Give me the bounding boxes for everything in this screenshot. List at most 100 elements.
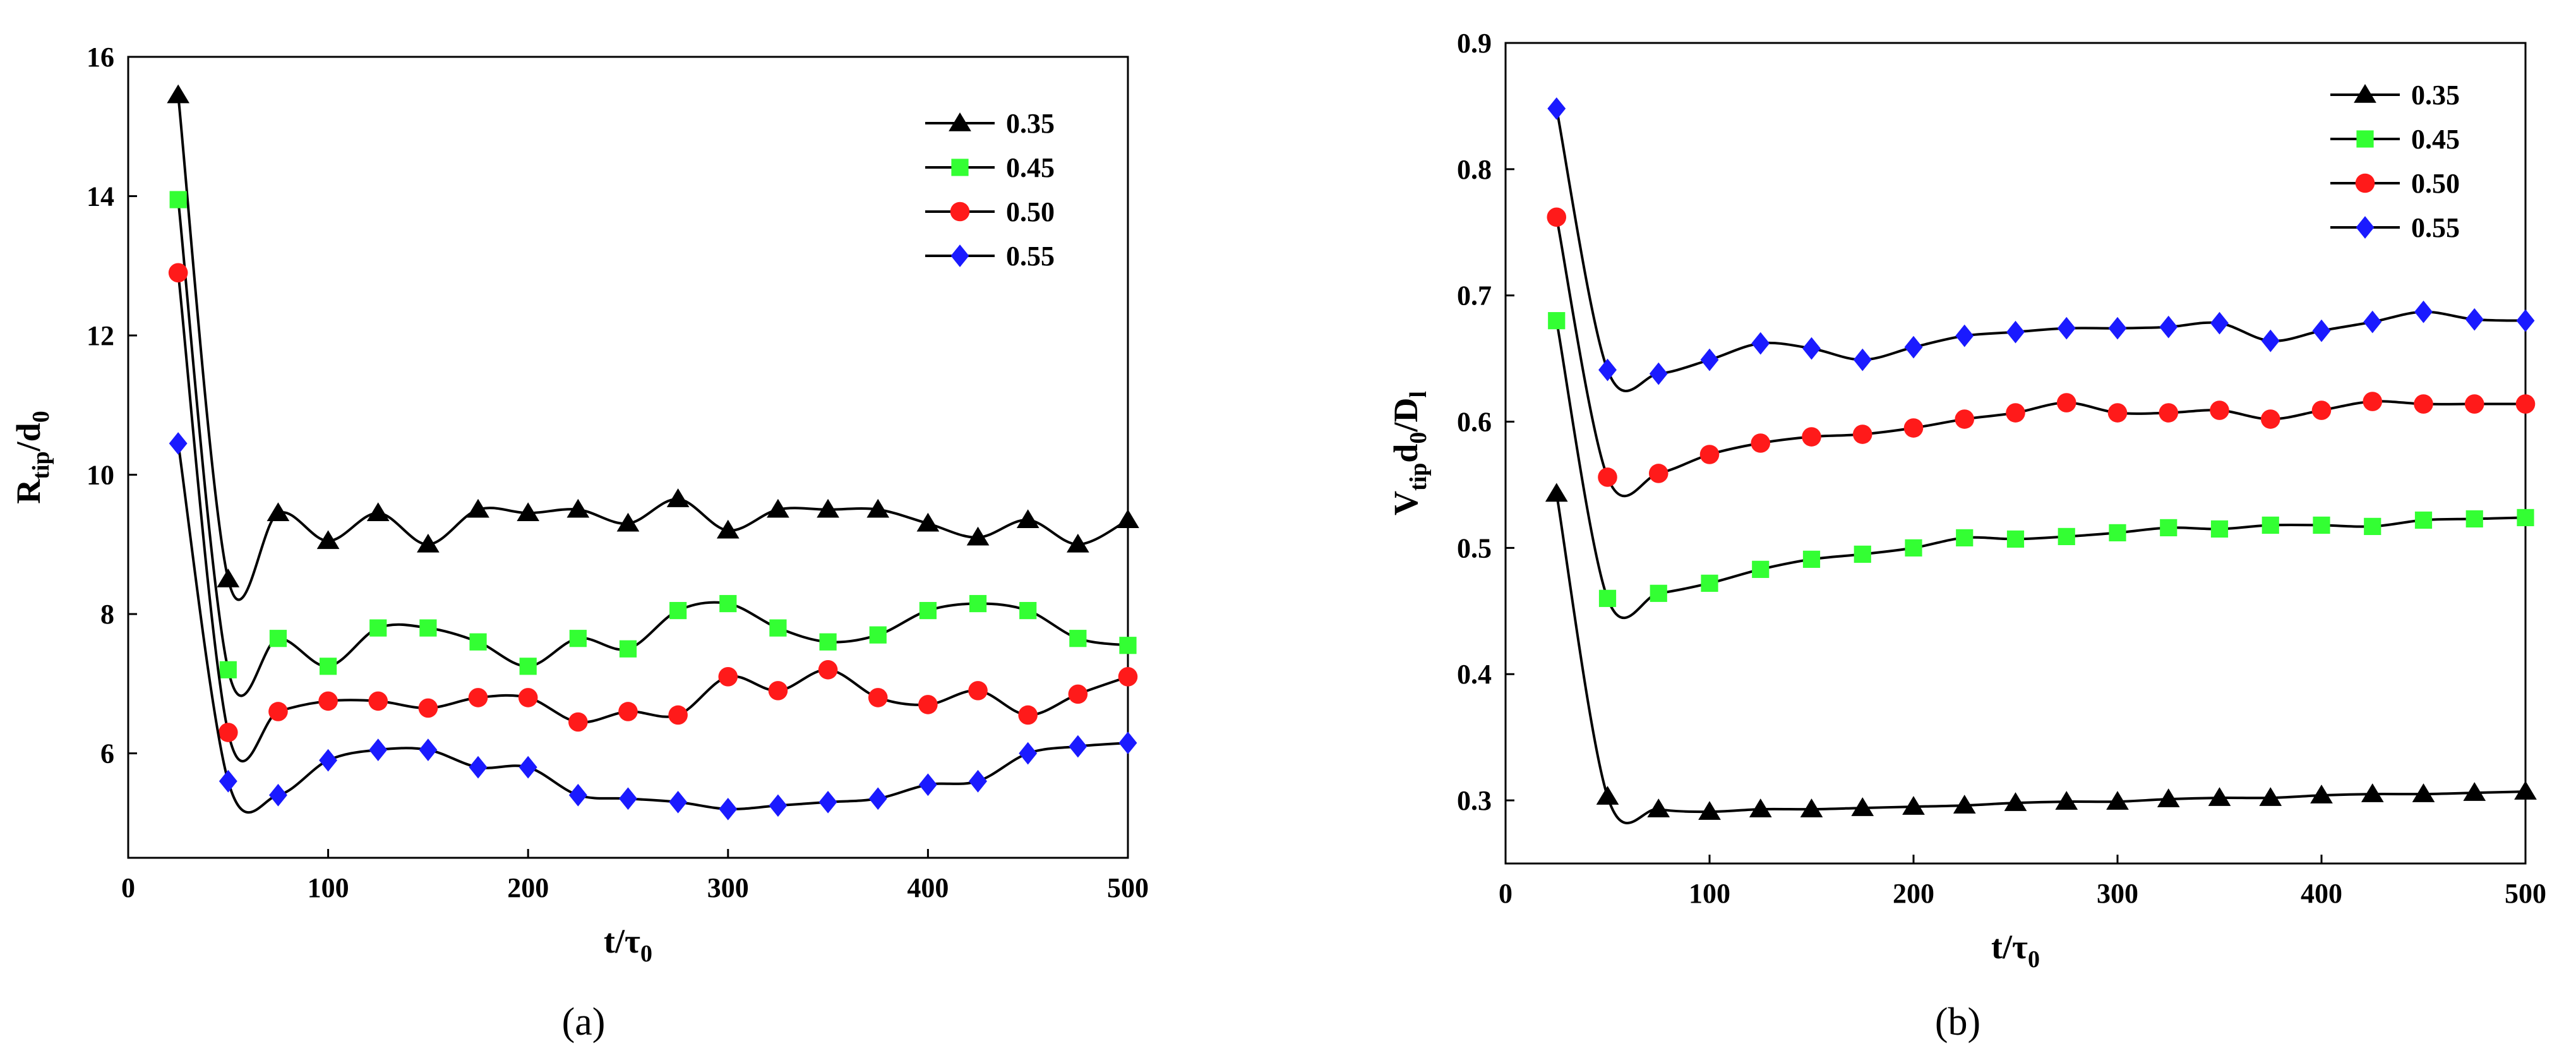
- data-point-0-55: [1118, 731, 1137, 754]
- x-axis-title-main: t/τ: [604, 922, 640, 960]
- data-point-0-45: [2261, 516, 2279, 534]
- data-point-0-55: [2363, 310, 2382, 334]
- data-point-0-50: [2311, 400, 2332, 420]
- data-point-0-55: [1649, 362, 1668, 385]
- data-point-0-55: [769, 794, 788, 817]
- chart-panel-a: 0 100 200 300 400 5006810121416t/τ0Rtip/d00.3…: [9, 42, 1149, 967]
- data-point-0-55: [1700, 348, 1719, 371]
- data-point-0-55: [1802, 337, 1821, 360]
- data-point-0-35: [616, 512, 640, 532]
- legend-marker-0-55: [2356, 216, 2375, 239]
- data-point-0-45: [819, 633, 837, 651]
- data-point-0-35: [2208, 787, 2231, 806]
- y-axis-title-sub2: 0: [28, 411, 54, 423]
- data-point-0-55: [619, 787, 637, 810]
- legend-marker-0-50: [2355, 173, 2375, 193]
- series-0-50: [168, 263, 1138, 762]
- legend-label-0-55: 0.55: [1006, 241, 1055, 272]
- x-tick-label: 400: [907, 872, 949, 903]
- x-tick-label: 0: [121, 872, 135, 903]
- axes-frame: [127, 56, 1129, 859]
- y-tick-label: 0.3: [1457, 785, 1492, 816]
- legend: 0.35 0.45 0.50 0.55: [2330, 80, 2460, 243]
- data-point-0-45: [669, 601, 687, 620]
- data-point-0-35: [2514, 781, 2537, 800]
- data-point-0-35: [2361, 783, 2384, 802]
- data-point-0-45: [2364, 517, 2381, 536]
- data-point-0-50: [2464, 394, 2484, 414]
- data-point-0-55: [2006, 320, 2025, 344]
- data-point-0-45: [320, 658, 337, 675]
- data-point-0-35: [1851, 797, 1874, 816]
- data-point-0-45: [1905, 539, 1922, 557]
- x-tick-label: 500: [2505, 878, 2546, 909]
- legend-label-0-35: 0.35: [2411, 80, 2460, 111]
- data-point-0-45: [969, 594, 987, 613]
- data-point-0-55: [2414, 300, 2433, 323]
- y-axis-title: Vtipd0/Dl: [1387, 391, 1432, 515]
- series-0-55: [169, 432, 1137, 821]
- y-axis-title-mid2: /D: [1387, 398, 1425, 433]
- x-tick-label: 0: [1499, 878, 1513, 909]
- y-axis-title-sub2: 0: [1405, 432, 1432, 444]
- x-tick-label: 300: [2097, 878, 2138, 909]
- data-point-0-45: [1956, 529, 1974, 546]
- data-point-0-45: [469, 633, 487, 651]
- legend-label-0-50: 0.50: [2411, 168, 2460, 199]
- data-point-0-35: [716, 519, 740, 539]
- y-axis-title-main: R: [9, 479, 47, 504]
- data-point-0-35: [2106, 791, 2129, 810]
- data-point-0-55: [1751, 332, 1770, 355]
- data-point-0-50: [518, 688, 538, 707]
- data-point-0-55: [269, 783, 287, 807]
- data-point-0-35: [167, 84, 189, 104]
- data-point-0-45: [769, 619, 787, 637]
- data-point-0-45: [519, 658, 537, 675]
- x-tick-label: 300: [707, 872, 749, 903]
- data-point-0-50: [168, 263, 188, 283]
- data-point-0-55: [1069, 735, 1087, 758]
- data-point-0-50: [2006, 403, 2025, 423]
- data-point-0-55: [2057, 316, 2076, 340]
- data-point-0-50: [1547, 207, 1567, 227]
- data-point-0-55: [1547, 97, 1566, 120]
- data-point-0-55: [2210, 311, 2229, 335]
- data-point-0-50: [1648, 464, 1668, 483]
- data-point-0-55: [568, 783, 587, 807]
- y-axis-title-main: V: [1387, 491, 1425, 515]
- data-point-0-45: [1752, 560, 1770, 578]
- x-tick-label: 100: [308, 872, 349, 903]
- data-point-0-55: [319, 749, 338, 772]
- data-point-0-45: [2160, 519, 2178, 537]
- data-point-0-35: [366, 502, 390, 521]
- data-point-0-35: [817, 498, 839, 518]
- y-tick-label: 0.6: [1457, 407, 1492, 438]
- data-point-0-50: [718, 667, 738, 687]
- data-point-0-50: [1118, 667, 1138, 687]
- data-point-0-55: [2465, 308, 2484, 331]
- data-point-0-45: [1650, 584, 1667, 602]
- y-axis-title-sub: tip: [1405, 463, 1432, 491]
- data-point-0-35: [2463, 782, 2486, 801]
- x-axis-title-sub: 0: [640, 941, 652, 967]
- data-point-0-55: [2108, 316, 2127, 340]
- data-point-0-45: [2210, 520, 2229, 538]
- legend-label-0-35: 0.35: [1006, 108, 1055, 139]
- data-point-0-45: [1019, 601, 1037, 620]
- data-point-0-50: [818, 659, 838, 680]
- data-point-0-50: [219, 723, 238, 742]
- legend-marker-0-45: [951, 159, 969, 176]
- data-point-0-55: [369, 738, 388, 761]
- data-point-0-50: [968, 681, 988, 701]
- data-point-0-50: [1018, 705, 1038, 725]
- series-0-35: [1545, 483, 2537, 824]
- data-point-0-55: [719, 797, 738, 821]
- data-point-0-50: [2414, 394, 2433, 414]
- data-point-0-35: [966, 526, 990, 546]
- data-point-0-45: [619, 640, 637, 658]
- data-point-0-55: [969, 769, 987, 793]
- data-point-0-50: [418, 698, 438, 718]
- data-point-0-45: [1119, 637, 1137, 654]
- y-tick-label: 10: [87, 460, 114, 491]
- data-point-0-55: [219, 769, 237, 793]
